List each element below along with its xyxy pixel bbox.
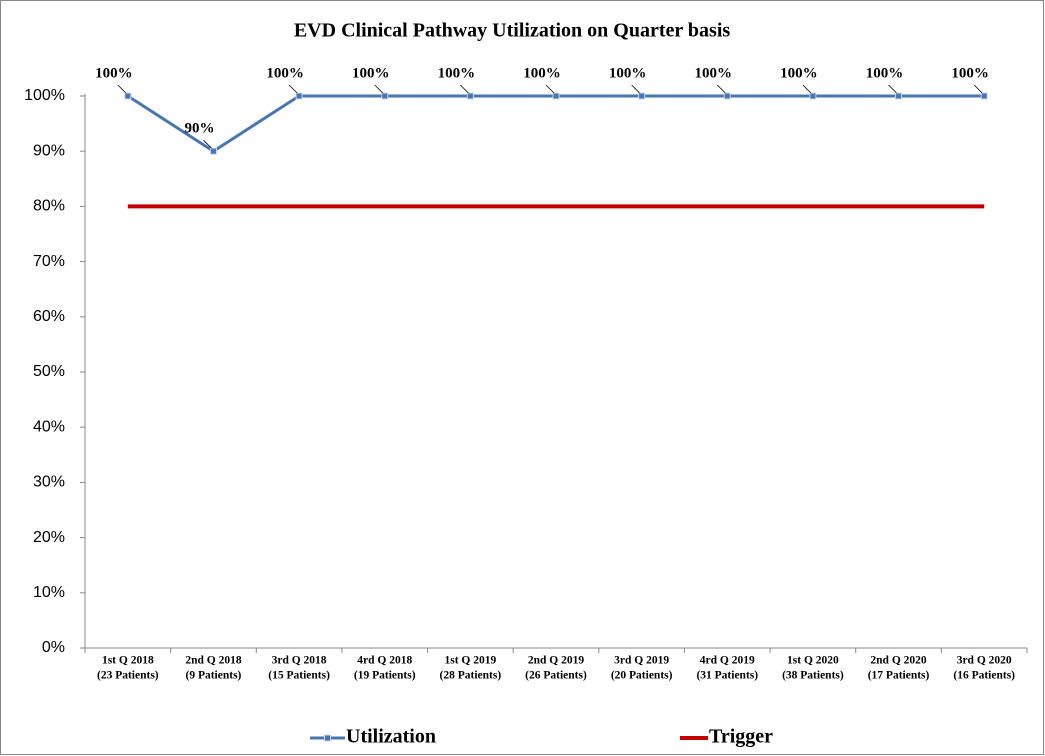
point-marker: [209, 147, 217, 155]
data-label: 100%: [352, 65, 390, 81]
label-leader: [888, 84, 897, 94]
y-tick-label: 60%: [33, 308, 65, 325]
y-tick-label: 10%: [33, 584, 65, 601]
legend-label: Trigger: [709, 726, 773, 748]
point-marker: [895, 92, 903, 100]
x-tick-label: 2nd Q 2018: [185, 655, 241, 667]
label-leader: [374, 84, 384, 94]
x-tick-label: 1st Q 2018: [102, 655, 154, 667]
legend-label: Utilization: [346, 726, 436, 748]
y-tick-label: 0%: [42, 639, 65, 656]
point-marker: [295, 92, 303, 100]
y-tick-label: 40%: [33, 418, 65, 435]
x-tick-label: (17 Patients): [868, 670, 930, 682]
label-leader: [631, 84, 640, 94]
point-marker: [124, 92, 132, 100]
y-tick-label: 30%: [33, 474, 65, 491]
label-leader: [973, 84, 983, 94]
point-marker: [809, 92, 817, 100]
point-marker: [381, 92, 389, 100]
x-tick-label: (38 Patients): [782, 670, 844, 682]
x-tick-label: 3rd Q 2018: [272, 655, 327, 667]
x-tick-label: (28 Patients): [440, 670, 502, 682]
label-leader: [288, 84, 298, 94]
label-leader: [117, 84, 127, 94]
y-tick-label: 90%: [33, 142, 65, 159]
x-tick-label: 1st Q 2020: [787, 655, 839, 667]
data-label: 90%: [184, 121, 214, 137]
y-tick-label: 100%: [24, 87, 65, 104]
data-label: 100%: [866, 65, 904, 81]
point-marker: [723, 92, 731, 100]
data-label: 100%: [266, 65, 304, 81]
y-tick-label: 20%: [33, 529, 65, 546]
data-label: 100%: [951, 65, 989, 81]
y-tick-label: 50%: [33, 363, 65, 380]
label-leader: [460, 84, 469, 94]
point-marker: [552, 92, 560, 100]
point-marker: [466, 92, 474, 100]
x-tick-label: (23 Patients): [97, 670, 159, 682]
label-leader: [203, 139, 212, 149]
data-label: 100%: [95, 65, 133, 81]
data-label: 100%: [780, 65, 818, 81]
x-tick-label: (16 Patients): [953, 670, 1015, 682]
x-tick-label: 2nd Q 2020: [870, 655, 926, 667]
x-tick-label: 3rd Q 2020: [957, 655, 1012, 667]
x-tick-label: 2nd Q 2019: [528, 655, 584, 667]
x-tick-label: 3rd Q 2019: [614, 655, 669, 667]
label-leader: [802, 84, 812, 94]
label-leader: [716, 84, 726, 94]
legend-swatch-marker: [324, 734, 331, 742]
x-tick-label: 4rd Q 2019: [700, 655, 755, 667]
data-label: 100%: [609, 65, 647, 81]
point-marker: [980, 92, 988, 100]
x-tick-label: (26 Patients): [525, 670, 587, 682]
data-label: 100%: [438, 65, 476, 81]
x-tick-label: (31 Patients): [696, 670, 758, 682]
data-label: 100%: [523, 65, 561, 81]
chart-title: EVD Clinical Pathway Utilization on Quar…: [294, 20, 731, 42]
label-leader: [545, 84, 555, 94]
x-tick-label: (9 Patients): [186, 670, 242, 682]
y-tick-label: 70%: [33, 253, 65, 270]
x-tick-label: (19 Patients): [354, 670, 416, 682]
point-marker: [638, 92, 646, 100]
x-tick-label: (20 Patients): [611, 670, 673, 682]
x-tick-label: 1st Q 2019: [444, 655, 496, 667]
x-tick-label: (15 Patients): [268, 670, 330, 682]
y-tick-label: 80%: [33, 198, 65, 215]
data-label: 100%: [695, 65, 733, 81]
x-tick-label: 4rd Q 2018: [357, 655, 412, 667]
